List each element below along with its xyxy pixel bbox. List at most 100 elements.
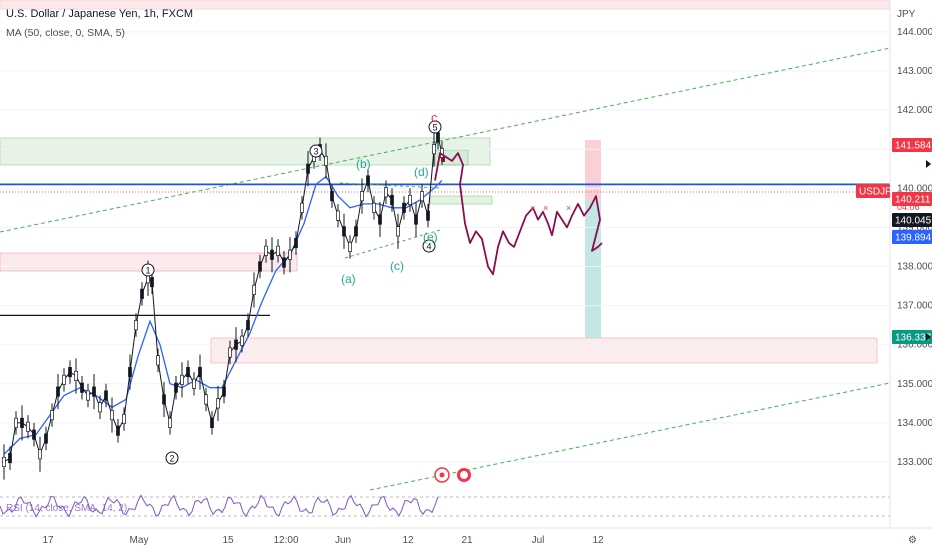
price-tag-bg: [892, 192, 932, 206]
forecast-path: [434, 152, 603, 276]
time-tick: 12: [402, 535, 414, 546]
candle-body: [432, 144, 436, 155]
candle-body: [104, 390, 108, 401]
candle-body: [20, 417, 24, 428]
candle-body: [240, 335, 244, 346]
price-axis[interactable]: JPY 133.000 134.000 135.000 136.000 137.000 13…: [856, 0, 932, 528]
candle-body: [300, 202, 304, 213]
price-tick: 144.000: [897, 27, 932, 38]
wave-2-circle-text: 2: [169, 454, 174, 464]
candle-body: [288, 249, 292, 260]
candle-body: [402, 202, 406, 213]
cross-mark-icon: ×: [566, 203, 571, 213]
wave-4-circle-text: 4: [426, 242, 431, 252]
scroll-right-arrow-icon-2: [926, 333, 931, 341]
candle-body: [180, 374, 184, 385]
price-tag: 141.584: [895, 141, 932, 152]
wave-4-circle: [422, 239, 436, 253]
candle-body: [324, 155, 328, 166]
candle-body: [14, 417, 18, 428]
candle-body: [436, 132, 440, 143]
candle-body: [252, 284, 256, 296]
forecast-marker: [441, 157, 445, 162]
time-tick: 12: [592, 535, 604, 546]
candle-body: [168, 417, 172, 428]
countdown-label: 04:06: [897, 202, 920, 212]
candle-body: [366, 175, 370, 186]
candle-body: [150, 277, 154, 288]
candle-body: [270, 249, 274, 260]
wave-1-circle-text: 1: [145, 266, 150, 276]
candle-body: [174, 382, 178, 393]
ma-indicator-label[interactable]: MA (50, close, 0, SMA, 5): [6, 27, 126, 39]
trendlines-layer: [0, 47, 891, 491]
candle-body: [294, 237, 298, 249]
candle-body: [384, 187, 388, 198]
price-tag: 139.894: [895, 233, 932, 244]
price-tick: 133.000: [897, 457, 932, 468]
wave-a-label: (a): [341, 272, 356, 286]
candle-body: [134, 320, 138, 331]
candle-body: [8, 453, 12, 464]
time-tick: 17: [42, 535, 54, 546]
forecast-layer: × × ×: [434, 152, 603, 276]
time-axis[interactable]: 17 May 15 12:00 Jun 12 21 Jul 12 ⚙: [0, 527, 932, 550]
candle-body: [50, 410, 54, 421]
wave-5-circle-text: 5: [432, 123, 437, 133]
price-tag-bg: [892, 213, 932, 227]
price-tick: 134.000: [897, 418, 932, 429]
price-tick: 140.000: [897, 183, 932, 194]
price-tick: 138.000: [897, 262, 932, 273]
candle-body: [222, 386, 226, 397]
price-tag: USDJPY: [859, 187, 899, 198]
price-tag: 140.045: [895, 216, 932, 227]
candle-body: [140, 288, 144, 299]
price-tick: 142.000: [897, 105, 932, 116]
candle-body: [282, 257, 286, 268]
price-tag-bg: [856, 184, 890, 198]
candle-body: [186, 367, 190, 378]
candle-body: [216, 398, 220, 409]
price-tick: 135.000: [897, 379, 932, 390]
price-tag-bg: [892, 230, 932, 244]
symbol-title: U.S. Dollar / Japanese Yen, 1h, FXCM: [6, 8, 194, 20]
candle-body: [128, 367, 132, 378]
candle-body: [98, 402, 102, 413]
price-tag-bg: [892, 138, 932, 152]
candle-body: [56, 386, 60, 397]
rsi-layer: [0, 494, 890, 518]
event-icon-dot: [439, 472, 445, 478]
position-target-zone: [585, 200, 601, 338]
candle-body: [426, 210, 430, 221]
flag-us-icon-inner: [460, 471, 468, 479]
wave-5-circle: [428, 120, 442, 134]
candle-body: [348, 241, 352, 252]
grid-layer: [0, 31, 890, 463]
time-tick: Jul: [532, 535, 545, 546]
rsi-line: [0, 494, 439, 518]
candle-body: [162, 394, 166, 405]
candle-body: [354, 226, 358, 237]
time-tick: 15: [222, 535, 234, 546]
rsi-indicator-label[interactable]: RSI (14, close, SMA, 14, 2): [6, 503, 128, 514]
price-tag: 136.337: [895, 333, 932, 344]
candle-body: [414, 214, 418, 225]
zones-layer: [0, 0, 891, 364]
price-axis-bg: [890, 0, 932, 528]
candle-body: [264, 245, 268, 256]
settings-gear-icon: ⚙: [908, 535, 917, 546]
candle-body: [372, 202, 376, 213]
candle-body: [192, 378, 196, 389]
candle-body: [276, 245, 280, 256]
candle-body: [396, 226, 400, 237]
candle-body: [92, 386, 96, 397]
candle-body: [342, 226, 346, 237]
lower-channel-line: [369, 382, 891, 491]
triangle-lower-line: [344, 229, 441, 259]
wave-b-label: (b): [356, 157, 371, 171]
candle-body: [228, 347, 232, 358]
candle-body: [198, 367, 202, 378]
wave-d-label: (d): [414, 165, 429, 179]
